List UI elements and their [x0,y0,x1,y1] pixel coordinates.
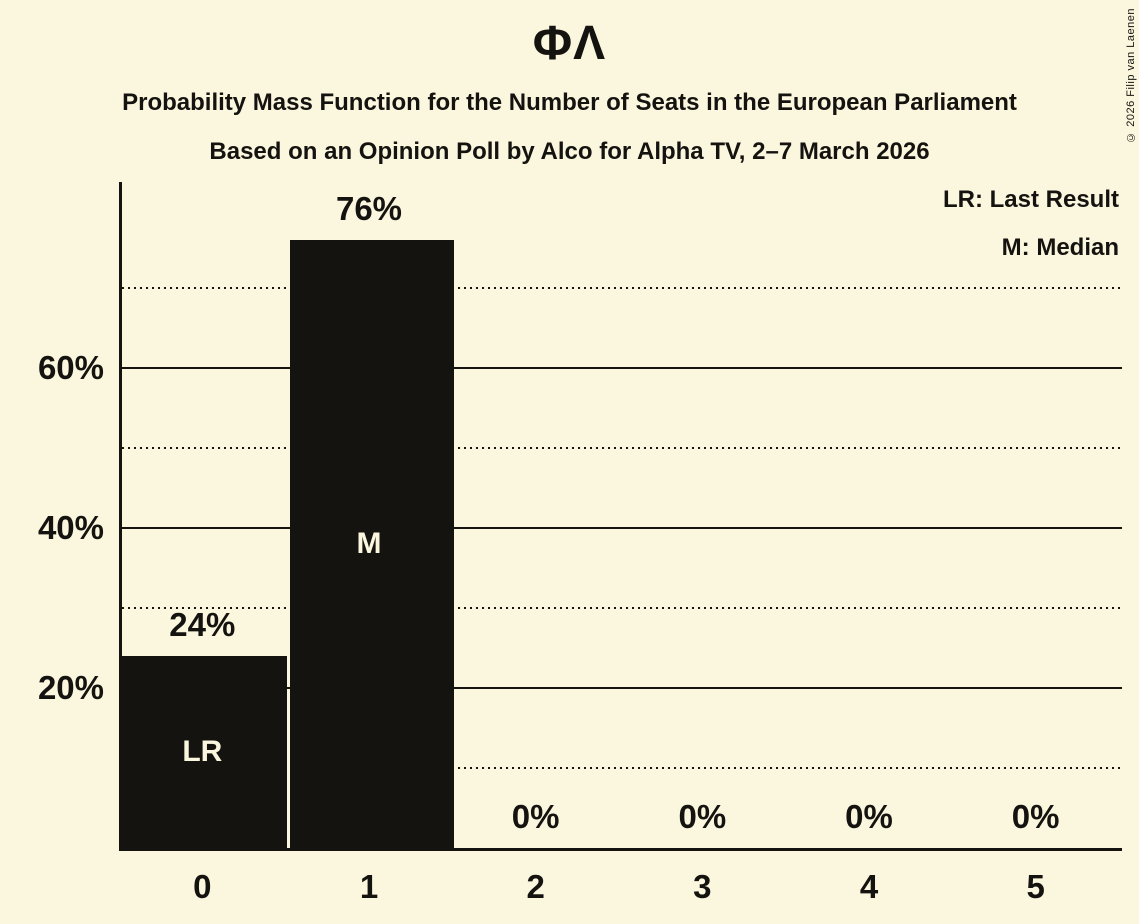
gridline-dotted-30 [122,607,1122,609]
y-tick-label-60: 60% [37,349,104,386]
legend-last-result: LR: Last Result [942,186,1119,213]
bar-seats-1 [290,240,454,848]
x-tick-label-3: 3 [693,868,712,905]
x-tick-label-5: 5 [1026,868,1045,905]
y-tick-label-20: 20% [37,669,104,706]
value-label-seats-0: 24% [169,606,236,643]
bar-seats-0 [122,656,288,848]
x-tick-label-1: 1 [359,868,379,905]
value-label-seats-2: 0% [511,798,560,835]
value-label-seats-1: 76% [335,190,403,227]
x-tick-label-0: 0 [193,868,212,905]
gridline-solid-40 [122,527,1122,529]
gridline-dotted-10 [122,767,1122,769]
value-label-seats-4: 0% [845,798,893,835]
gridline-dotted-50 [122,447,1122,449]
plot-area [119,182,1122,851]
x-tick-label-4: 4 [859,868,879,905]
legend-median: M: Median [1001,234,1119,261]
value-label-seats-3: 0% [678,798,727,835]
x-tick-label-2: 2 [526,868,545,905]
y-tick-label-40: 40% [37,509,104,546]
bar-annotation-lr: LR [182,735,223,768]
bar-annotation-m: M [356,527,382,560]
chart-subtitle-line1: Probability Mass Function for the Number… [122,89,1017,116]
gridline-solid-20 [122,687,1122,689]
chart-title: ΦΛ [532,17,607,70]
chart-subtitle-line2: Based on an Opinion Poll by Alco for Alp… [209,138,930,165]
gridline-solid-60 [122,367,1122,369]
value-label-seats-5: 0% [1011,798,1060,835]
copyright-notice: © 2026 Filip van Laenen [1125,8,1137,143]
gridline-dotted-70 [122,287,1122,289]
